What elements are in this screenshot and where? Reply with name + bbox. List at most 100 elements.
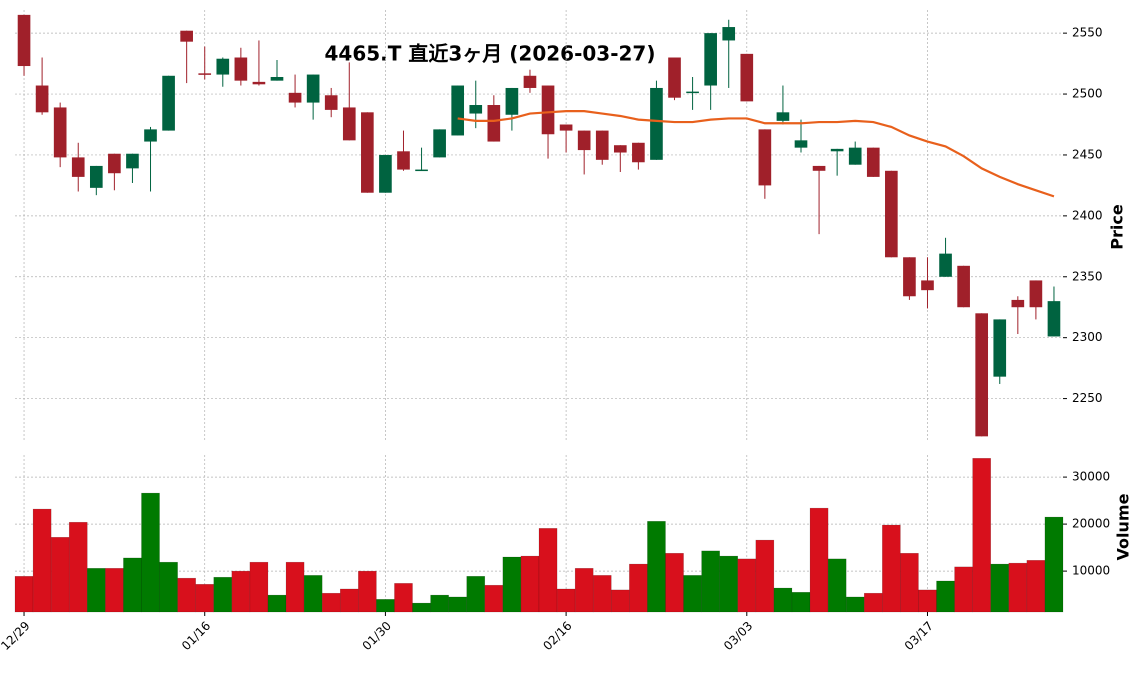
volume-axis-label: Volume [1114,493,1133,560]
candle-body [668,57,681,98]
candle-body [1011,299,1025,308]
x-tick-label: 01/16 [179,619,213,653]
volume-bar [900,552,919,613]
candle-body [288,92,302,103]
volume-bar [195,584,215,613]
candle-body [577,130,591,151]
volume-bar [990,563,1010,613]
candle-body [523,75,537,88]
candle-body [921,280,934,291]
volume-bar [466,576,486,613]
candle-body [234,57,248,81]
candle-body [957,265,970,308]
volume-bar [936,580,955,613]
volume-bar [448,596,467,613]
volume-bar [68,521,88,613]
candle-body [487,105,501,142]
volume-bar [827,558,847,613]
candle-body [776,112,790,121]
volume-bar [159,561,178,613]
volume-bar [231,570,251,613]
volume-bar [701,550,720,613]
candle-body [830,148,844,152]
candle-body [1029,280,1043,308]
candle-body [758,129,772,186]
volume-tick-label: 10000 [1072,564,1110,578]
candle-body [812,165,826,171]
candle-body [451,85,465,136]
x-tick-label: 01/30 [360,619,394,653]
volume-bar [105,568,124,613]
y-tick-label: 2500 [1072,87,1103,101]
x-tick-label: 03/03 [721,619,755,653]
candle-body [361,112,374,193]
candle-body [71,157,85,177]
candle-body [740,53,754,102]
candle-body [306,74,320,103]
candle-body [144,129,157,142]
moving-average-line [457,110,1055,198]
candle-body [216,58,230,75]
volume-bar [1008,562,1028,613]
volume-bar [376,599,395,613]
candle-body [686,91,699,94]
volume-bar [303,575,323,613]
candle-body [415,169,428,172]
chart-title: 4465.T 直近3ヶ月 (2026-03-27) [325,42,656,66]
volume-bar [791,592,811,613]
x-tick-label: 02/16 [540,619,574,653]
candle-body [342,107,356,141]
volume-bar [737,558,757,613]
volume-bar [14,576,34,613]
candle-body [17,14,31,67]
volume-tick-label: 20000 [1072,517,1110,531]
volume-bar [430,594,449,613]
candle-body [53,107,67,158]
volume-bar [809,507,829,613]
candle-body [126,153,139,169]
volume-bar [863,592,883,613]
x-tick-label: 12/29 [0,619,33,653]
candle-body [198,73,212,75]
volume-bar [629,563,648,613]
candle-body [885,170,898,258]
candle-body [848,147,862,165]
candle-body [324,95,338,110]
volume-bar [972,458,991,613]
volume-bar [177,577,196,613]
volume-bar [882,524,901,613]
volume-bar [285,561,305,613]
volume-bar [719,555,739,613]
volume-bar [755,539,775,613]
volume-bar [358,570,377,613]
candle-body [595,130,609,160]
volume-bar [394,583,413,613]
candle-body [1047,301,1061,337]
volume-bar [249,561,269,613]
y-tick-label: 2300 [1072,330,1103,344]
volume-bar [556,588,576,613]
volume-bar [683,575,702,613]
volume-bar [918,589,937,613]
candle-body [469,105,483,114]
candle-body [180,30,193,42]
candle-body [650,87,663,160]
candle-body [89,165,103,188]
y-tick-label: 2250 [1072,391,1103,405]
volume-bar [123,557,142,613]
candle-body [794,140,808,148]
candle-body [505,87,519,115]
volume-bar [32,508,52,613]
candle-body [108,153,121,174]
volume-bar [773,587,793,613]
candle-body [252,81,266,85]
candle-body [379,154,392,193]
candle-body [993,319,1007,377]
candle-body [397,151,410,170]
candle-body [162,75,175,131]
volume-bar [339,588,359,613]
y-tick-label: 2350 [1072,269,1103,283]
y-tick-label: 2450 [1072,147,1103,161]
candle-body [613,145,627,153]
